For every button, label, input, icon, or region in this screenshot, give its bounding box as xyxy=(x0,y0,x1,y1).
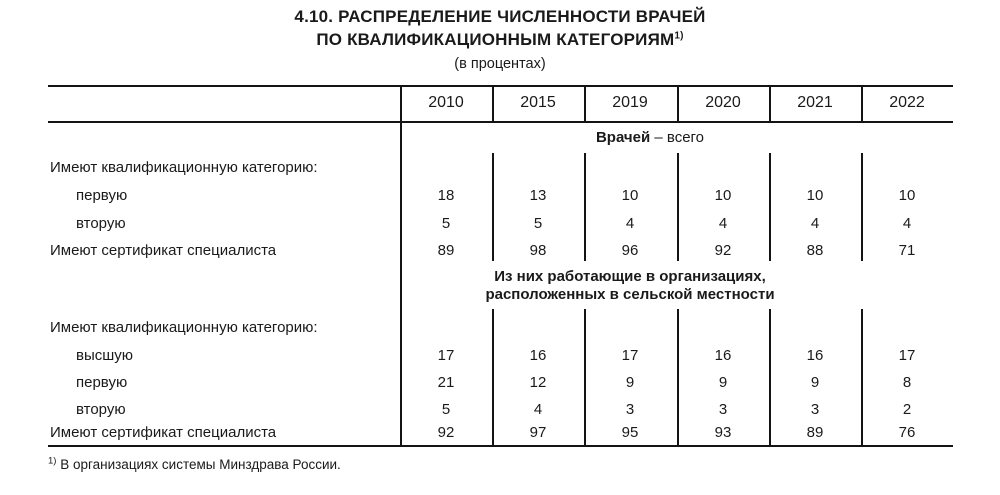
section-header-rural-line2: расположенных в сельской местности xyxy=(485,285,775,303)
table-cell: 12 xyxy=(529,374,547,391)
table-cell: 21 xyxy=(437,374,455,391)
table-cell: 16 xyxy=(806,347,824,364)
table-cell: 97 xyxy=(529,424,547,441)
row-label-first-category: первую xyxy=(76,187,128,204)
table-cell: 4 xyxy=(718,215,728,232)
row-label-first-category: первую xyxy=(76,374,128,391)
table-cell: 5 xyxy=(441,401,451,418)
table-cell: 10 xyxy=(898,187,916,204)
table-column-divider xyxy=(584,309,586,445)
footnote-text: В организациях системы Минздрава России. xyxy=(60,457,341,472)
row-label-qualification-category: Имеют квалификационную категорию: xyxy=(50,159,318,176)
table-column-divider xyxy=(492,153,494,261)
table-bottom-border xyxy=(48,445,953,447)
table-cell: 4 xyxy=(810,215,820,232)
table-cell: 10 xyxy=(621,187,639,204)
table-cell: 17 xyxy=(437,347,455,364)
table-cell: 3 xyxy=(718,401,728,418)
table-title-line2: ПО КВАЛИФИКАЦИОННЫМ КАТЕГОРИЯМ1) xyxy=(0,28,1000,51)
footnote-marker: 1) xyxy=(48,455,57,467)
table-cell: 3 xyxy=(625,401,635,418)
table-cell: 10 xyxy=(714,187,732,204)
table-column-divider xyxy=(861,87,863,121)
table-cell: 4 xyxy=(902,215,912,232)
table-column-divider xyxy=(861,309,863,445)
table-stub-divider xyxy=(400,85,402,447)
table-cell: 16 xyxy=(714,347,732,364)
table-column-divider xyxy=(677,87,679,121)
year-column-header: 2019 xyxy=(612,94,648,111)
table-cell: 89 xyxy=(806,424,824,441)
table-cell: 93 xyxy=(714,424,732,441)
table-cell: 2 xyxy=(902,401,912,418)
table-column-divider xyxy=(492,309,494,445)
table-cell: 5 xyxy=(533,215,543,232)
row-label-specialist-certificate: Имеют сертификат специалиста xyxy=(50,242,277,259)
table-title-line1: 4.10. РАСПРЕДЕЛЕНИЕ ЧИСЛЕННОСТИ ВРАЧЕЙ xyxy=(294,7,706,26)
table-cell: 5 xyxy=(441,215,451,232)
table-cell: 71 xyxy=(898,242,916,259)
year-column-header: 2010 xyxy=(428,94,464,111)
table-cell: 9 xyxy=(810,374,820,391)
table-subtitle: (в процентах) xyxy=(454,56,546,72)
row-label-second-category: вторую xyxy=(76,215,126,232)
table-cell: 10 xyxy=(806,187,824,204)
table-column-divider xyxy=(584,153,586,261)
table-cell: 9 xyxy=(718,374,728,391)
table-header-underline xyxy=(48,121,953,123)
table-cell: 76 xyxy=(898,424,916,441)
footnote: 1) В организациях системы Минздрава Росс… xyxy=(48,455,341,472)
table-cell: 17 xyxy=(621,347,639,364)
table-cell: 16 xyxy=(529,347,547,364)
section-header-bold-part: Врачей xyxy=(595,129,651,146)
section-header-rural-line1: Из них работающие в организациях, xyxy=(494,268,766,285)
section-header-regular-part: – всего xyxy=(654,129,705,146)
statistics-table: 2010 2015 2019 2020 2021 2022 Врачей – в… xyxy=(48,85,953,447)
table-cell: 89 xyxy=(437,242,455,259)
section-header-doctors-total: Врачей – всего xyxy=(400,126,900,150)
table-cell: 8 xyxy=(902,374,912,391)
table-cell: 92 xyxy=(437,424,455,441)
title-block: 4.10. РАСПРЕДЕЛЕНИЕ ЧИСЛЕННОСТИ ВРАЧЕЙ П… xyxy=(0,5,1000,72)
row-label-qualification-category: Имеют квалификационную категорию: xyxy=(50,319,318,336)
table-column-divider xyxy=(677,309,679,445)
table-cell: 9 xyxy=(625,374,635,391)
table-column-divider xyxy=(492,87,494,121)
year-column-header: 2021 xyxy=(797,94,833,111)
section-header-rural-organizations: Из них работающие в организациях, распол… xyxy=(400,268,860,303)
year-column-header: 2015 xyxy=(520,94,556,111)
year-column-header: 2022 xyxy=(889,94,925,111)
table-column-divider xyxy=(769,309,771,445)
table-title-line2-text: ПО КВАЛИФИКАЦИОННЫМ КАТЕГОРИЯМ xyxy=(316,30,675,49)
table-cell: 4 xyxy=(533,401,543,418)
table-column-divider xyxy=(861,153,863,261)
table-cell: 92 xyxy=(714,242,732,259)
table-cell: 96 xyxy=(621,242,639,259)
table-cell: 88 xyxy=(806,242,824,259)
year-column-header: 2020 xyxy=(705,94,741,111)
table-cell: 98 xyxy=(529,242,547,259)
table-cell: 18 xyxy=(437,187,455,204)
table-cell: 17 xyxy=(898,347,916,364)
table-cell: 4 xyxy=(625,215,635,232)
row-label-specialist-certificate: Имеют сертификат специалиста xyxy=(50,424,277,441)
table-cell: 3 xyxy=(810,401,820,418)
table-top-border xyxy=(48,85,953,87)
title-footnote-marker: 1) xyxy=(674,30,684,42)
row-label-highest-category: высшую xyxy=(76,347,134,364)
row-label-second-category: вторую xyxy=(76,401,126,418)
table-column-divider xyxy=(677,153,679,261)
table-column-divider xyxy=(584,87,586,121)
table-column-divider xyxy=(769,153,771,261)
table-cell: 95 xyxy=(621,424,639,441)
table-cell: 13 xyxy=(529,187,547,204)
table-column-divider xyxy=(769,87,771,121)
